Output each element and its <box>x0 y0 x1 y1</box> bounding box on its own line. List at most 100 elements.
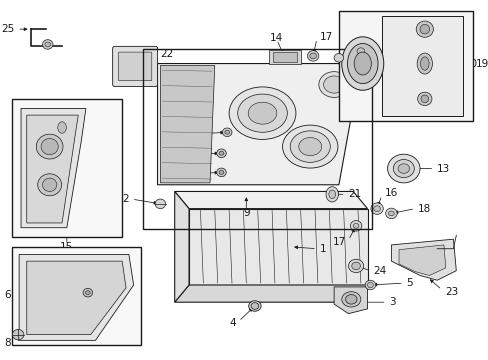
Polygon shape <box>21 108 86 228</box>
Ellipse shape <box>45 42 51 47</box>
Ellipse shape <box>365 280 375 290</box>
Text: 16: 16 <box>344 67 357 77</box>
Ellipse shape <box>12 329 24 340</box>
Ellipse shape <box>417 92 431 105</box>
Text: 22: 22 <box>160 49 173 59</box>
Polygon shape <box>27 115 78 223</box>
Ellipse shape <box>282 125 337 168</box>
Polygon shape <box>19 255 133 340</box>
Polygon shape <box>157 64 360 185</box>
Polygon shape <box>390 239 455 280</box>
Ellipse shape <box>325 187 338 202</box>
Ellipse shape <box>298 138 321 156</box>
Ellipse shape <box>397 164 408 173</box>
Text: 15: 15 <box>60 242 73 252</box>
Text: 9: 9 <box>243 208 249 218</box>
Polygon shape <box>269 50 300 64</box>
Ellipse shape <box>219 151 224 155</box>
Ellipse shape <box>155 199 165 209</box>
Text: 20: 20 <box>463 59 476 68</box>
Ellipse shape <box>83 288 92 297</box>
Ellipse shape <box>219 170 224 174</box>
Text: 13: 13 <box>436 163 449 174</box>
Polygon shape <box>398 245 445 275</box>
Ellipse shape <box>216 149 226 158</box>
Ellipse shape <box>237 94 287 132</box>
Ellipse shape <box>248 301 261 311</box>
Ellipse shape <box>416 53 431 74</box>
Text: 24: 24 <box>372 266 386 276</box>
Ellipse shape <box>289 131 329 162</box>
Ellipse shape <box>224 130 229 134</box>
Ellipse shape <box>354 45 366 57</box>
Bar <box>338 11 471 121</box>
FancyBboxPatch shape <box>118 52 151 81</box>
Bar <box>12 247 141 345</box>
Ellipse shape <box>345 294 356 304</box>
Ellipse shape <box>222 128 231 136</box>
Ellipse shape <box>420 95 428 103</box>
Ellipse shape <box>387 154 419 183</box>
Text: 2: 2 <box>122 194 129 204</box>
Ellipse shape <box>42 178 57 192</box>
Polygon shape <box>272 52 296 62</box>
Text: 8: 8 <box>4 338 11 347</box>
Ellipse shape <box>356 48 364 54</box>
Polygon shape <box>333 287 367 314</box>
Ellipse shape <box>367 282 372 288</box>
Text: 5: 5 <box>406 278 412 288</box>
Text: 17: 17 <box>332 237 345 247</box>
Text: 1: 1 <box>319 244 326 254</box>
Ellipse shape <box>328 190 335 199</box>
Ellipse shape <box>352 224 358 228</box>
Ellipse shape <box>85 291 90 294</box>
Ellipse shape <box>341 37 383 90</box>
Ellipse shape <box>38 174 61 196</box>
Ellipse shape <box>323 76 344 93</box>
Text: 18: 18 <box>417 204 430 213</box>
Ellipse shape <box>229 87 295 139</box>
Text: 17: 17 <box>319 32 332 42</box>
Ellipse shape <box>419 24 428 34</box>
Ellipse shape <box>309 53 316 59</box>
Ellipse shape <box>385 208 396 219</box>
Polygon shape <box>174 285 367 302</box>
Ellipse shape <box>420 57 428 70</box>
Text: 21: 21 <box>348 189 361 199</box>
Text: 14: 14 <box>270 32 283 42</box>
Bar <box>143 49 371 229</box>
Text: 3: 3 <box>388 297 395 307</box>
Ellipse shape <box>58 122 66 133</box>
Text: 6: 6 <box>4 289 11 300</box>
Ellipse shape <box>307 51 318 61</box>
Ellipse shape <box>347 44 377 84</box>
Ellipse shape <box>353 52 370 75</box>
Polygon shape <box>189 209 367 285</box>
Text: 25: 25 <box>1 24 14 34</box>
Text: 10: 10 <box>175 129 188 139</box>
Ellipse shape <box>318 72 349 98</box>
Text: 16: 16 <box>384 188 397 198</box>
Ellipse shape <box>333 54 343 62</box>
Polygon shape <box>27 261 126 335</box>
Text: 18: 18 <box>387 41 400 51</box>
Ellipse shape <box>248 102 276 124</box>
Ellipse shape <box>370 203 383 214</box>
Ellipse shape <box>348 259 363 273</box>
Bar <box>12 99 122 237</box>
FancyBboxPatch shape <box>112 46 157 86</box>
Ellipse shape <box>41 139 58 155</box>
Text: 4: 4 <box>229 318 235 328</box>
Ellipse shape <box>392 159 413 177</box>
Ellipse shape <box>415 21 432 37</box>
Text: 12: 12 <box>167 149 180 159</box>
Ellipse shape <box>216 168 226 177</box>
Text: 11: 11 <box>167 169 180 179</box>
Text: 19: 19 <box>474 59 488 68</box>
Ellipse shape <box>250 303 258 309</box>
Text: 7: 7 <box>110 283 117 293</box>
Polygon shape <box>160 66 214 183</box>
Text: 23: 23 <box>444 287 457 297</box>
Polygon shape <box>174 192 367 209</box>
Ellipse shape <box>351 262 360 270</box>
